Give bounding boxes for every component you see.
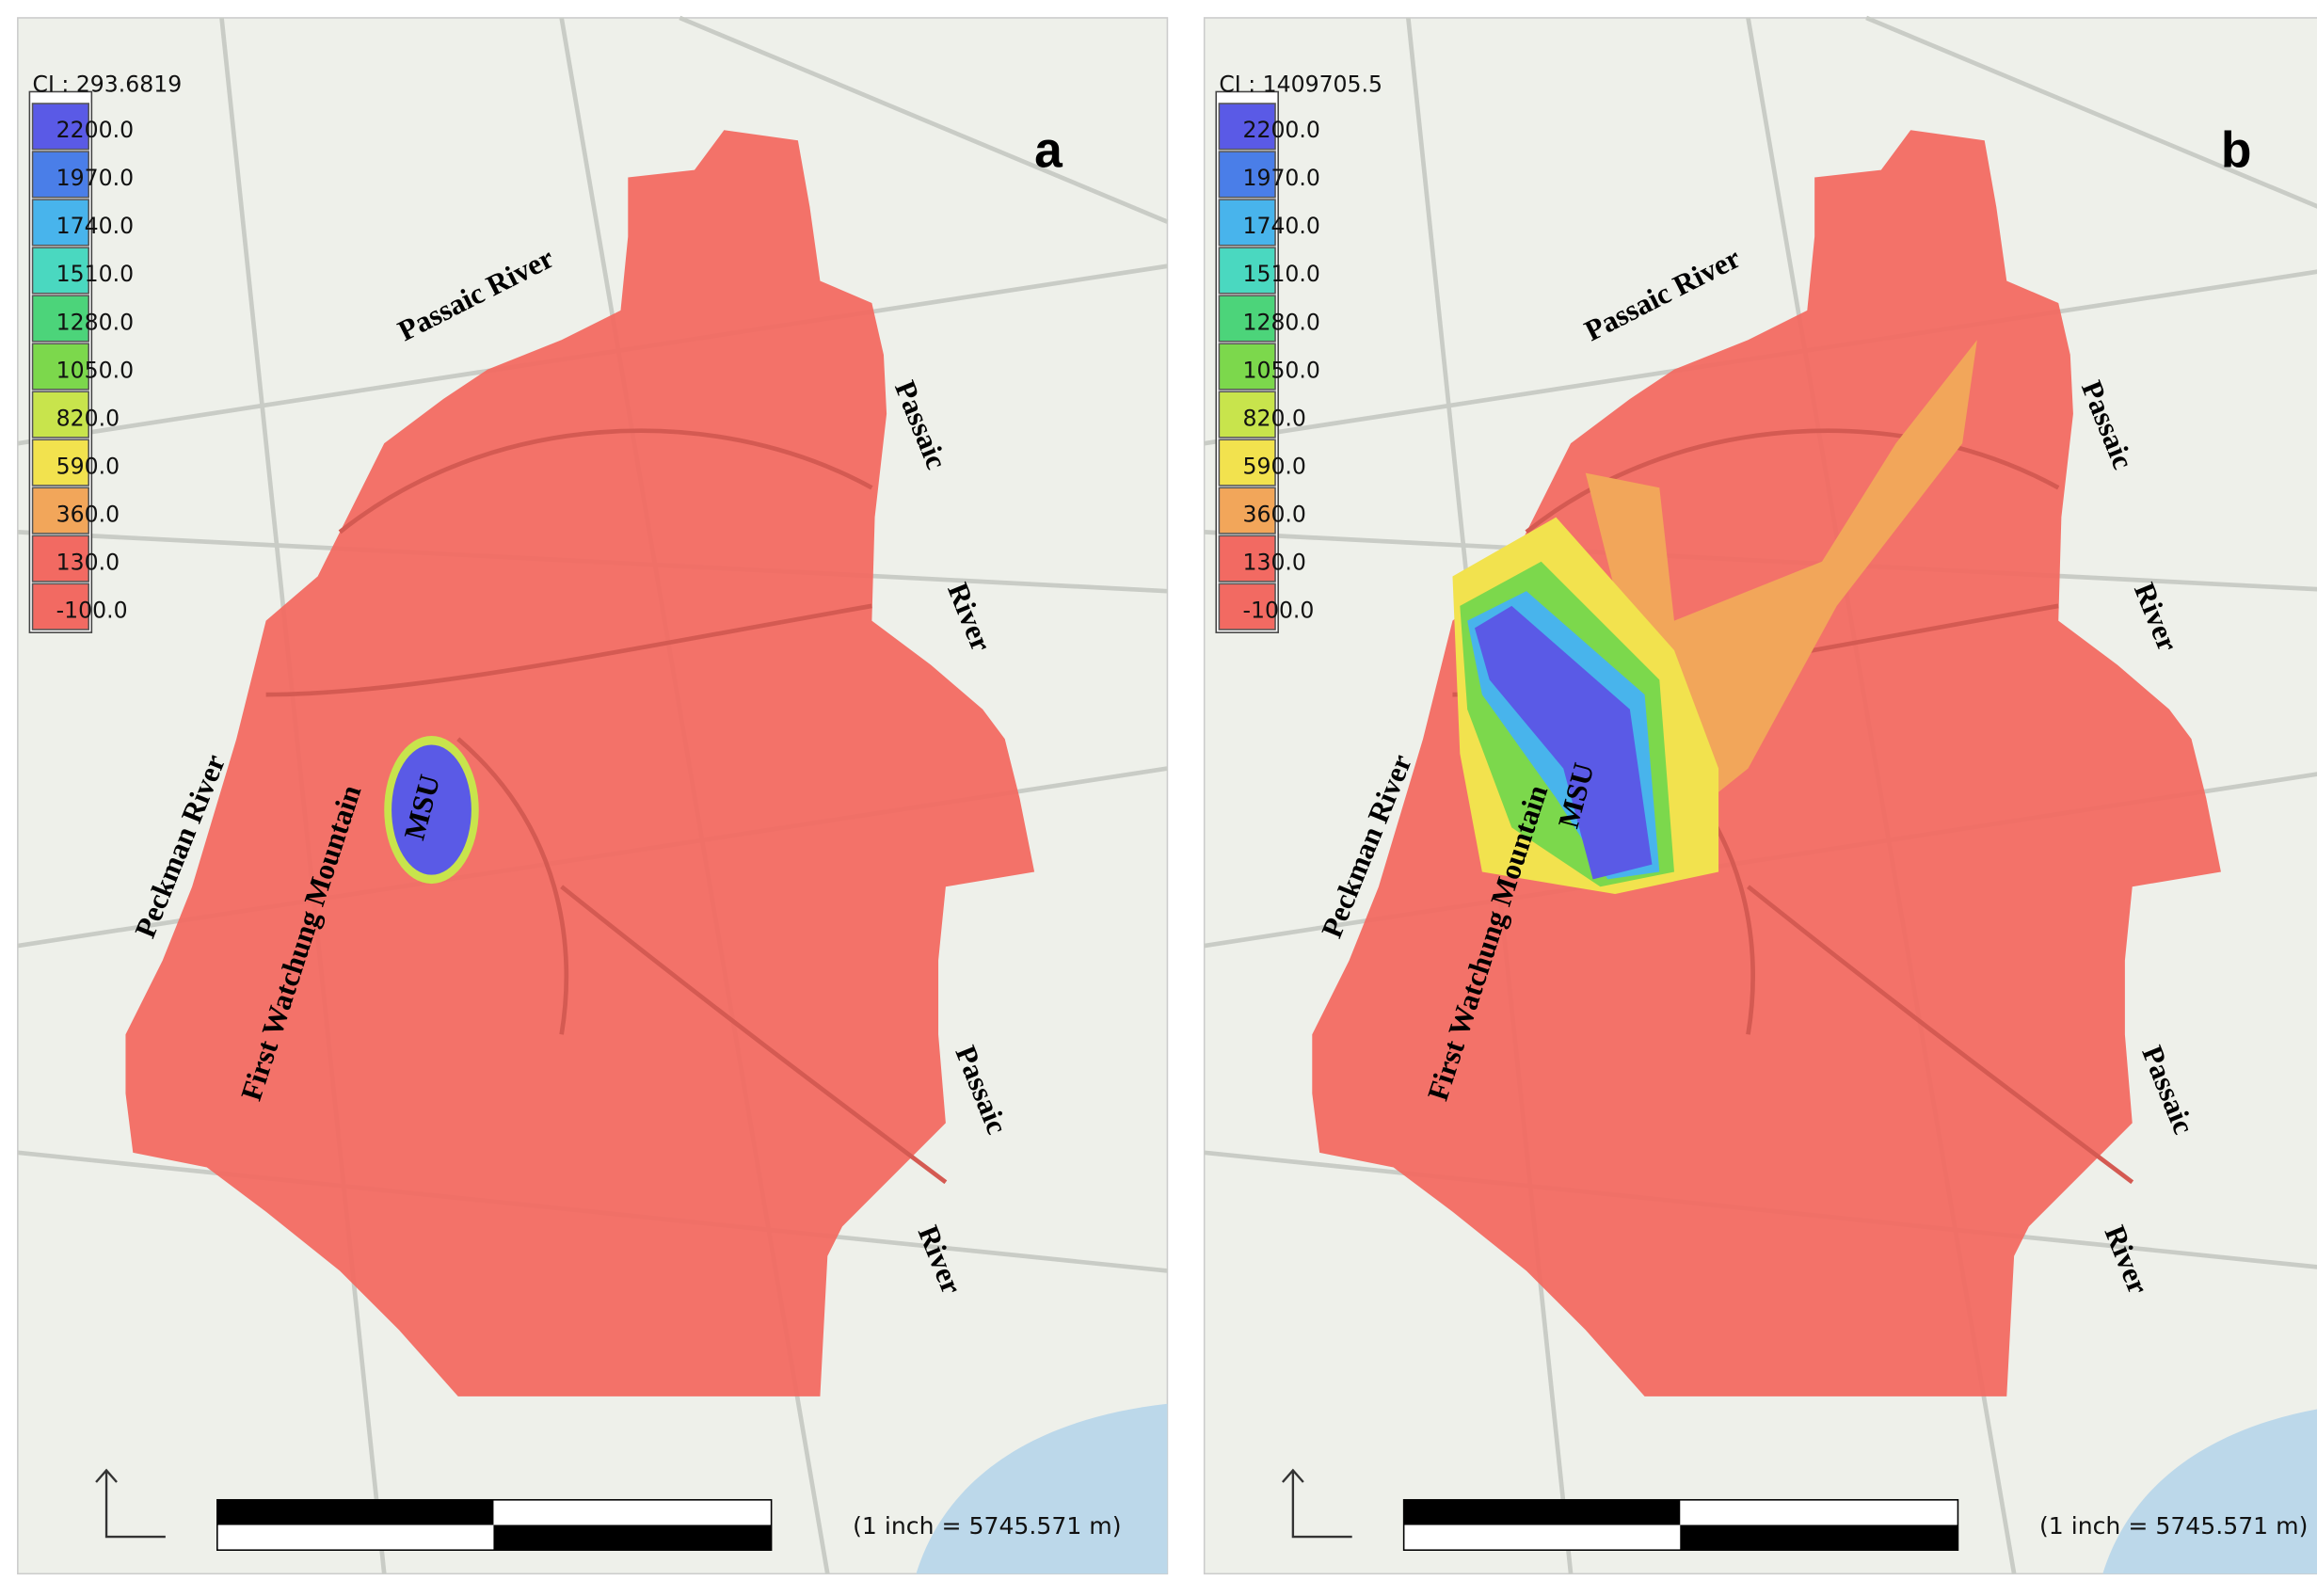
scale-bar-seg: [1403, 1499, 1681, 1525]
legend-label: -100.0: [56, 597, 128, 623]
legend-label: 2200.0: [1242, 117, 1319, 143]
legend-swatch: [31, 439, 89, 487]
legend-label: 1280.0: [1242, 309, 1319, 335]
legend-swatch: [1218, 391, 1276, 439]
legend-label: 590.0: [56, 453, 120, 479]
legend-swatch: [1218, 295, 1276, 343]
panel-label: a: [1034, 123, 1063, 179]
highway: [265, 428, 948, 1185]
legend-swatch: [1218, 535, 1276, 583]
legend-label: 360.0: [56, 501, 120, 527]
legend-swatch: [31, 535, 89, 583]
legend-title: CI : 1409705.5: [1219, 71, 1382, 97]
legend-swatch: [31, 391, 89, 439]
legend-swatch: [1218, 343, 1276, 391]
legend-label: 2200.0: [56, 117, 134, 143]
legend-swatch: [1218, 583, 1276, 630]
legend-label: 1280.0: [56, 309, 134, 335]
plume-core: [1475, 605, 1653, 880]
legend-label: 1740.0: [1242, 213, 1319, 239]
axis-icon: [95, 1468, 166, 1539]
legend-label: 1510.0: [56, 261, 134, 287]
legend-label: 130.0: [1242, 549, 1305, 575]
legend-swatch: [1218, 103, 1276, 151]
legend-swatch: [31, 151, 89, 199]
panel-label: b: [2221, 123, 2252, 179]
water: [2102, 1409, 2317, 1574]
axis-icon: [1282, 1468, 1352, 1539]
legend-swatch: [1218, 199, 1276, 247]
legend-label: -100.0: [1242, 597, 1314, 623]
legend-swatch: [1218, 487, 1276, 535]
legend-swatch: [31, 199, 89, 247]
water: [916, 1403, 1168, 1574]
legend-title: CI : 293.6819: [33, 71, 183, 97]
road: [1865, 15, 2317, 209]
legend-swatch: [31, 247, 89, 295]
legend-label: 1510.0: [1242, 261, 1319, 287]
legend-label: 1740.0: [56, 213, 134, 239]
legend-swatch: [1218, 247, 1276, 295]
legend-swatch: [31, 103, 89, 151]
scale-bar-seg: [216, 1499, 494, 1525]
legend-label: 820.0: [56, 405, 120, 431]
legend-label: 1970.0: [1242, 165, 1319, 191]
map-panel: CI : 293.6819 2200.0 1970.0 1740.0 1510.0 128…: [17, 15, 1169, 1575]
legend-swatch: [31, 583, 89, 630]
legend-label: 590.0: [1242, 453, 1305, 479]
scale-text: (1 inch = 5745.571 m): [853, 1512, 1121, 1540]
legend-label: 360.0: [1242, 501, 1305, 527]
legend-swatch: [31, 343, 89, 391]
scale-bar-seg: [1680, 1524, 1958, 1551]
scale-text: (1 inch = 5745.571 m): [2039, 1512, 2308, 1540]
legend-swatch: [31, 295, 89, 343]
plume-core: [391, 744, 471, 875]
legend-swatch: [1218, 151, 1276, 199]
legend-swatch: [31, 487, 89, 535]
road: [679, 15, 1169, 224]
legend-label: 1050.0: [56, 357, 134, 383]
scale-bar-seg: [493, 1524, 772, 1551]
legend-swatch: [1218, 439, 1276, 487]
legend-label: 130.0: [56, 549, 120, 575]
map-panel: CI : 1409705.5 2200.0 1970.0 1740.0 1510.0 12…: [1203, 15, 2317, 1575]
legend-label: 1970.0: [56, 165, 134, 191]
legend-label: 1050.0: [1242, 357, 1319, 383]
legend-label: 820.0: [1242, 405, 1305, 431]
